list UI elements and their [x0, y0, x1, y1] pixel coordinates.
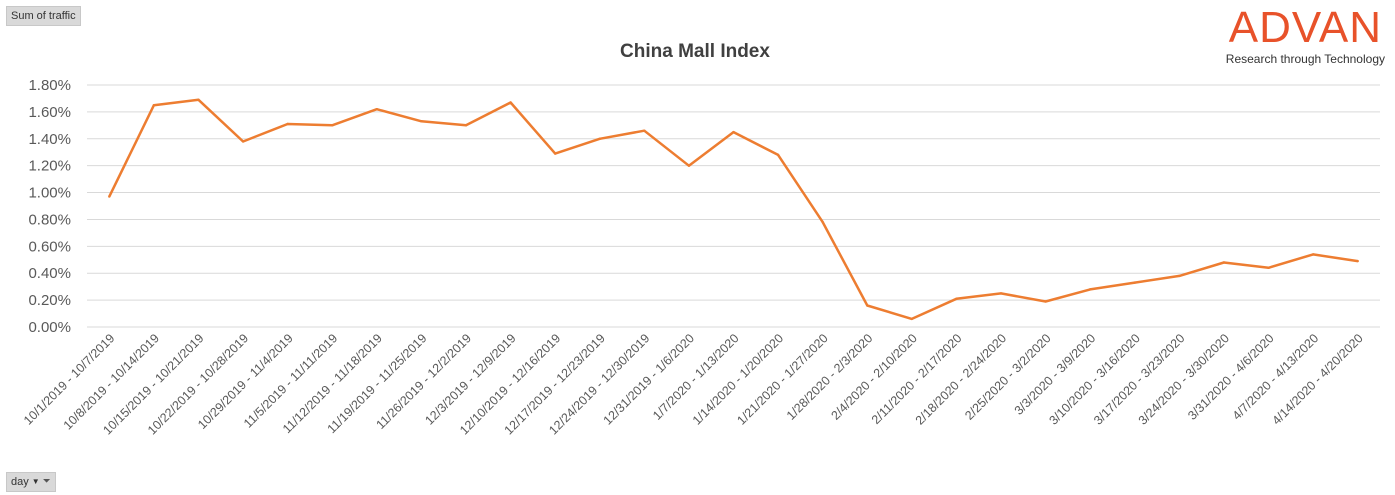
data-point [241, 140, 245, 143]
y-axis-ticks: 0.00% 0.20% 0.40% 0.60% 0.80% 1.00% 1.20% 1.40%… [28, 77, 71, 336]
y-tick-label: 0.60% [28, 238, 71, 255]
x-tick-label: 3/3/2020 - 3/9/2020 [1012, 331, 1099, 418]
data-point [999, 292, 1003, 295]
data-point [197, 98, 200, 101]
data-point [509, 101, 512, 104]
data-point [866, 304, 869, 307]
data-point [286, 122, 289, 126]
data-point [420, 120, 423, 123]
data-point [108, 195, 111, 198]
funnel-icon: ⏷ [42, 476, 51, 487]
data-point [1311, 253, 1315, 256]
data-point [1222, 261, 1226, 264]
y-tick-label: 0.00% [28, 319, 71, 336]
y-tick-label: 0.40% [28, 265, 71, 282]
x-tick-label: 2/25/2020 - 3/2/2020 [962, 331, 1054, 423]
logo-tagline: Research through Technology [1225, 52, 1385, 66]
data-point [1356, 259, 1359, 263]
data-point [598, 137, 601, 140]
x-tick-label: 3/31/2020 - 4/6/2020 [1185, 331, 1277, 423]
data-point [375, 108, 379, 111]
x-tick-label: 4/14/2020 - 4/20/2020 [1269, 331, 1365, 427]
data-point [910, 317, 914, 321]
y-tick-label: 1.00% [28, 185, 71, 202]
chart-title: China Mall Index [620, 41, 770, 62]
data-point [821, 220, 824, 224]
data-point [1178, 274, 1181, 278]
value-field-button[interactable]: Sum of traffic [6, 6, 81, 26]
x-tick-label: 4/7/2020 - 4/13/2020 [1230, 331, 1322, 423]
data-point [776, 153, 780, 157]
data-point [152, 103, 156, 107]
data-point [1088, 288, 1092, 291]
data-point [553, 152, 557, 155]
data-point [955, 297, 958, 300]
logo-wordmark: ADVAN [1228, 3, 1383, 52]
axis-field-label: day [11, 476, 29, 488]
advan-logo: ADVAN Research through Technology [1225, 3, 1385, 67]
data-point [1267, 266, 1270, 270]
x-tick-label: 1/28/2020 - 2/3/2020 [784, 331, 876, 423]
y-tick-label: 1.40% [28, 131, 71, 148]
x-tick-label: 1/7/2020 - 1/13/2020 [650, 331, 742, 423]
data-point [687, 164, 691, 167]
data-point [1044, 300, 1047, 303]
data-point [1133, 281, 1136, 284]
value-field-label: Sum of traffic [11, 10, 76, 22]
data-point [331, 124, 334, 127]
series-layer [108, 98, 1359, 321]
x-tick-label: 2/4/2020 - 2/10/2020 [828, 331, 920, 423]
y-tick-label: 1.20% [28, 158, 71, 175]
data-point [464, 124, 468, 127]
y-tick-label: 1.80% [28, 77, 71, 94]
data-point [643, 129, 646, 132]
y-tick-label: 0.80% [28, 211, 71, 228]
axis-field-button[interactable]: day ▼ ⏷ [6, 472, 56, 492]
y-tick-label: 1.60% [28, 104, 71, 121]
y-tick-label: 0.20% [28, 292, 71, 309]
gridlines [87, 84, 1380, 328]
dropdown-arrow-icon: ▼ [31, 477, 40, 486]
data-point [732, 130, 735, 134]
